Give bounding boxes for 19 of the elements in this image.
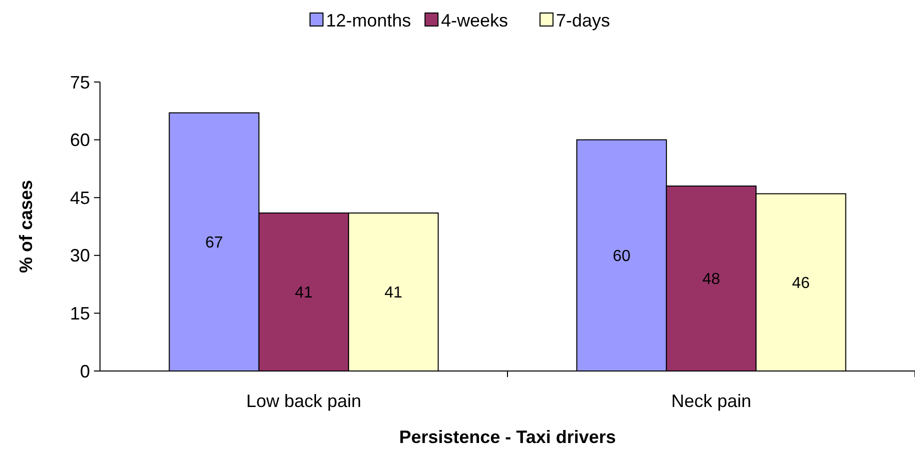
legend-label: 4-weeks <box>441 10 508 30</box>
x-axis-title: Persistence - Taxi drivers <box>399 427 616 447</box>
y-tick-label: 75 <box>70 72 90 92</box>
data-label: 41 <box>294 284 313 302</box>
data-label: 60 <box>612 248 631 265</box>
legend-label: 12-months <box>326 10 412 30</box>
data-label: 46 <box>792 274 810 292</box>
data-label: 67 <box>205 234 224 252</box>
y-tick-label: 15 <box>70 304 90 324</box>
y-tick-label: 60 <box>70 130 90 150</box>
data-label: 48 <box>702 271 720 288</box>
y-axis-title: % of cases <box>16 180 36 274</box>
y-tick-label: 30 <box>70 246 90 266</box>
data-label: 41 <box>384 284 402 302</box>
x-tick-label: Neck pain <box>671 391 752 411</box>
y-tick-label: 45 <box>70 188 90 208</box>
legend-label: 7-days <box>556 10 610 30</box>
x-tick-label: Low back pain <box>246 391 362 411</box>
y-tick-label: 0 <box>80 361 90 382</box>
